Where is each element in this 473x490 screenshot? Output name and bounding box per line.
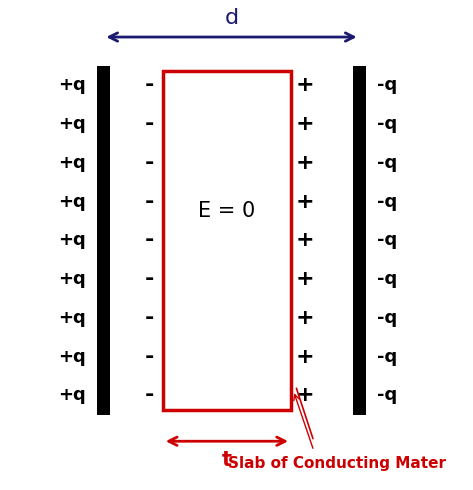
Text: Slab of Conducting Mater: Slab of Conducting Mater [228,456,446,471]
Text: -: - [144,308,154,328]
Text: +q: +q [58,76,86,95]
Text: +q: +q [58,386,86,404]
Text: -q: -q [377,270,398,288]
Text: +q: +q [58,270,86,288]
Text: -: - [144,230,154,250]
Text: +q: +q [58,115,86,133]
Text: -: - [144,153,154,173]
Text: +: + [295,114,314,134]
Text: -: - [144,114,154,134]
Text: E = 0: E = 0 [198,201,255,221]
Text: -q: -q [377,115,398,133]
Text: +q: +q [58,347,86,366]
Text: +q: +q [58,154,86,172]
Text: -q: -q [377,193,398,211]
Text: -q: -q [377,76,398,95]
Text: -q: -q [377,309,398,327]
Text: +: + [295,230,314,250]
Text: t: t [222,450,232,470]
Text: -q: -q [377,231,398,249]
Bar [163,71,291,410]
Text: -: - [144,385,154,405]
Text: -q: -q [377,347,398,366]
Text: -: - [144,192,154,212]
Bar [97,66,110,415]
Text: +: + [295,308,314,328]
Text: d: d [224,8,238,28]
Bar [353,66,366,415]
Text: +q: +q [58,309,86,327]
Text: +: + [295,153,314,173]
Text: -q: -q [377,386,398,404]
Text: -: - [144,269,154,289]
Text: +: + [295,269,314,289]
Text: +: + [295,346,314,367]
Text: +: + [295,192,314,212]
Text: +q: +q [58,231,86,249]
Text: -: - [144,346,154,367]
Text: -q: -q [377,154,398,172]
Text: +: + [295,385,314,405]
Text: +: + [295,75,314,96]
Text: +q: +q [58,193,86,211]
Text: -: - [144,75,154,96]
